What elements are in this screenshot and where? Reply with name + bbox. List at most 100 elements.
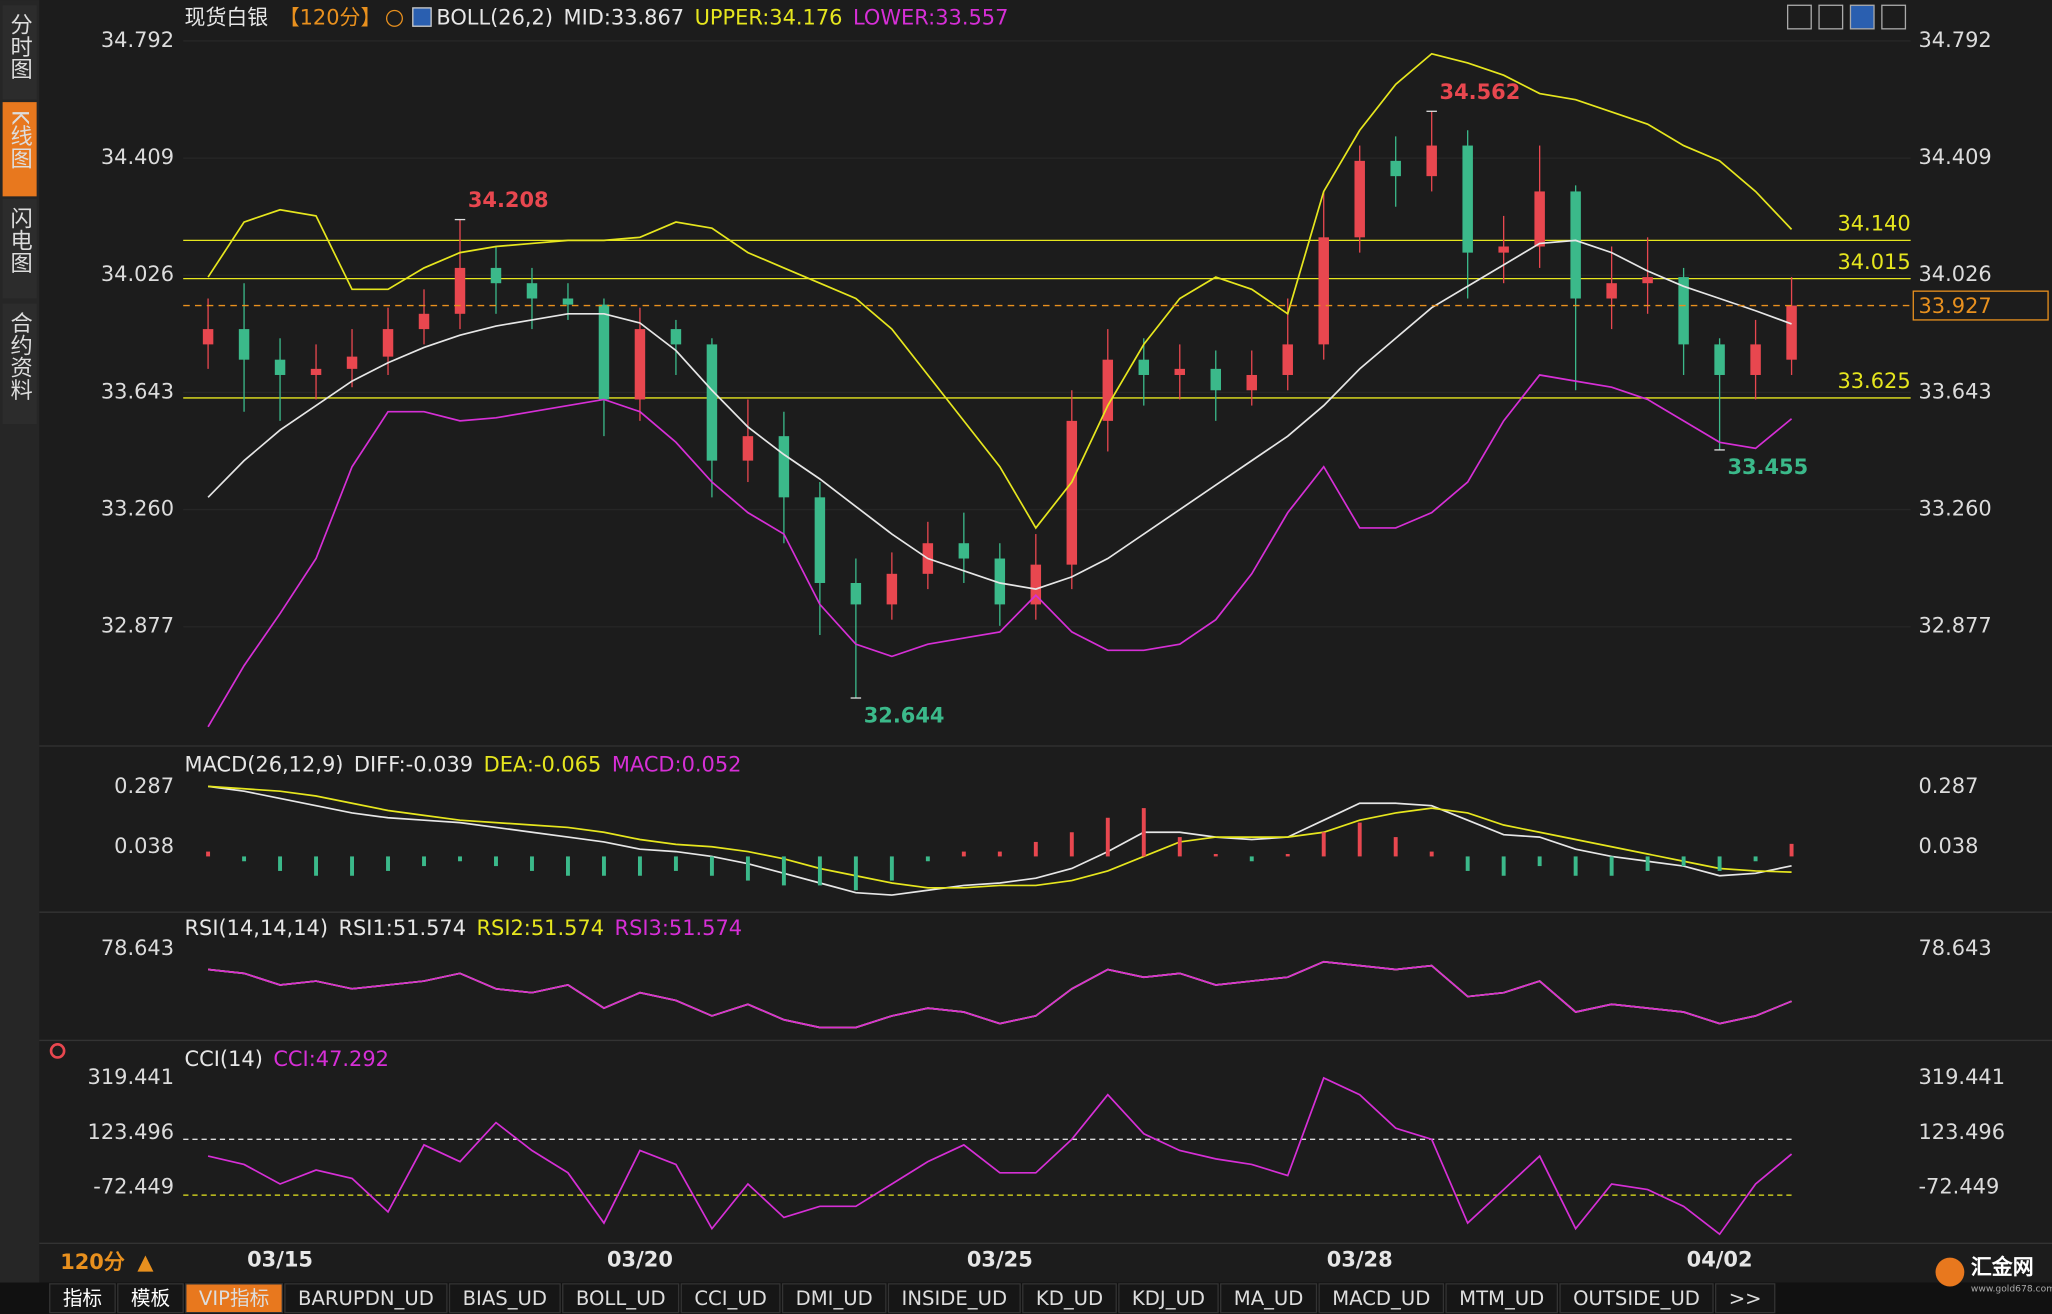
tab-label[interactable]: BOLL_UD [576, 1287, 666, 1310]
tab-label[interactable]: DMI_UD [796, 1287, 873, 1310]
macd-bar [601, 856, 606, 876]
candle-body [1354, 160, 1365, 238]
period-arrow[interactable]: ▲ [137, 1250, 154, 1274]
tab[interactable] [117, 1283, 184, 1314]
macd-bar [1033, 841, 1038, 857]
legend-entry: RSI1:51.574 [338, 916, 466, 940]
tab-label[interactable]: MA_UD [1234, 1287, 1304, 1310]
y-tick-label-right: 34.792 [1919, 28, 1992, 52]
indicator-icon [412, 7, 432, 27]
tab-label[interactable]: KDJ_UD [1132, 1287, 1205, 1310]
tab-label[interactable]: KD_UD [1036, 1287, 1103, 1310]
tab-label[interactable]: CCI_UD [694, 1287, 766, 1310]
tab[interactable] [1714, 1283, 1776, 1314]
y-tick-label-right: 34.409 [1919, 145, 1992, 169]
candle-body [1606, 283, 1617, 299]
tab-label[interactable]: OUTSIDE_UD [1573, 1287, 1700, 1310]
period-label[interactable]: 120分 [60, 1250, 125, 1274]
level-label: 33.625 [1837, 369, 1910, 393]
sidebar-tab[interactable] [2, 198, 37, 299]
tab[interactable] [1220, 1283, 1318, 1314]
boll-line [207, 239, 1792, 590]
macd-bar [889, 856, 894, 881]
settings-icon[interactable] [49, 1043, 66, 1059]
chart-title: 现货白银 [185, 5, 269, 29]
sidebar-tab[interactable] [2, 5, 37, 100]
tab-label[interactable]: BIAS_UD [463, 1287, 547, 1310]
macd-bar [1645, 856, 1650, 871]
tab[interactable] [680, 1283, 781, 1314]
logo-icon [1935, 1257, 1965, 1287]
toolbar-icons[interactable] [1786, 4, 1907, 30]
candle-body [238, 329, 250, 360]
candle-body [490, 267, 502, 284]
y-tick-label-right: 0.287 [1919, 774, 1979, 798]
tab-label[interactable]: INSIDE_UD [902, 1287, 1008, 1310]
candle-body [310, 368, 322, 375]
tab[interactable] [1022, 1283, 1117, 1314]
macd-bar [673, 856, 678, 871]
boll-line [207, 52, 1793, 530]
candle-body [1066, 420, 1078, 565]
candle-body [1138, 359, 1150, 375]
macd-bar [1069, 832, 1074, 857]
sidebar-label[interactable]: K线图 [7, 110, 33, 169]
candle-body [562, 298, 574, 305]
y-tick-label-right: 33.260 [1919, 497, 1992, 521]
icon[interactable] [1818, 4, 1844, 30]
sidebar-label[interactable]: 闪电图 [7, 206, 33, 273]
icon[interactable] [1786, 4, 1812, 30]
tab[interactable] [562, 1283, 680, 1314]
y-tick-label-right: 32.877 [1919, 614, 1992, 638]
tab-label[interactable]: BARUPDN_UD [298, 1287, 434, 1310]
sidebar-tab[interactable] [2, 303, 37, 425]
candle-body [670, 329, 682, 345]
tab-label[interactable]: 模板 [131, 1287, 170, 1310]
macd-bar [350, 856, 354, 876]
candle-body [1318, 237, 1329, 345]
tab-label[interactable]: >> [1729, 1287, 1762, 1310]
macd-bar [1141, 808, 1146, 857]
tab[interactable] [185, 1283, 283, 1314]
indicator-line [207, 960, 1792, 1029]
last-price-box [1912, 290, 2049, 321]
x-tick-label: 03/28 [1327, 1247, 1393, 1271]
macd-bar [314, 856, 319, 876]
macd-bar [961, 851, 966, 857]
sidebar-tab[interactable] [2, 102, 37, 197]
y-tick-label: 0.038 [114, 834, 174, 858]
sidebar-label[interactable]: 合约资料 [7, 311, 33, 401]
tab[interactable] [1118, 1283, 1219, 1314]
tab-label[interactable]: MACD_UD [1332, 1287, 1430, 1310]
tab[interactable] [1445, 1283, 1559, 1314]
candle-body [1282, 344, 1293, 375]
tab[interactable] [1318, 1283, 1445, 1314]
candle-body [1030, 564, 1042, 605]
y-tick-label-right: 78.643 [1919, 936, 1992, 960]
tab[interactable] [448, 1283, 561, 1314]
macd-bar [1177, 837, 1182, 857]
tab[interactable] [284, 1283, 448, 1314]
icon[interactable] [1881, 4, 1907, 30]
add-icon[interactable] [385, 9, 403, 27]
tab[interactable] [1559, 1283, 1714, 1314]
tab[interactable] [887, 1283, 1021, 1314]
tab-label[interactable]: VIP指标 [199, 1287, 269, 1310]
tab-label[interactable]: MTM_UD [1459, 1287, 1544, 1310]
y-tick-label-right: 33.643 [1919, 379, 1992, 403]
tab[interactable] [49, 1283, 116, 1314]
y-tick-label: 123.496 [88, 1120, 175, 1144]
sidebar-label[interactable]: 分时图 [7, 13, 33, 80]
icon[interactable] [1849, 4, 1875, 30]
macd-bar [1573, 856, 1578, 876]
tab[interactable] [781, 1283, 887, 1314]
macd-bar [1321, 832, 1326, 857]
indicator-name: BOLL(26,2) [436, 5, 553, 29]
level-label: 34.015 [1837, 250, 1910, 274]
macd-bar [494, 856, 498, 867]
macd-bar [817, 856, 822, 886]
x-tick-label: 04/02 [1687, 1247, 1753, 1271]
candle-body [274, 359, 286, 375]
tab-label[interactable]: 指标 [63, 1287, 102, 1310]
